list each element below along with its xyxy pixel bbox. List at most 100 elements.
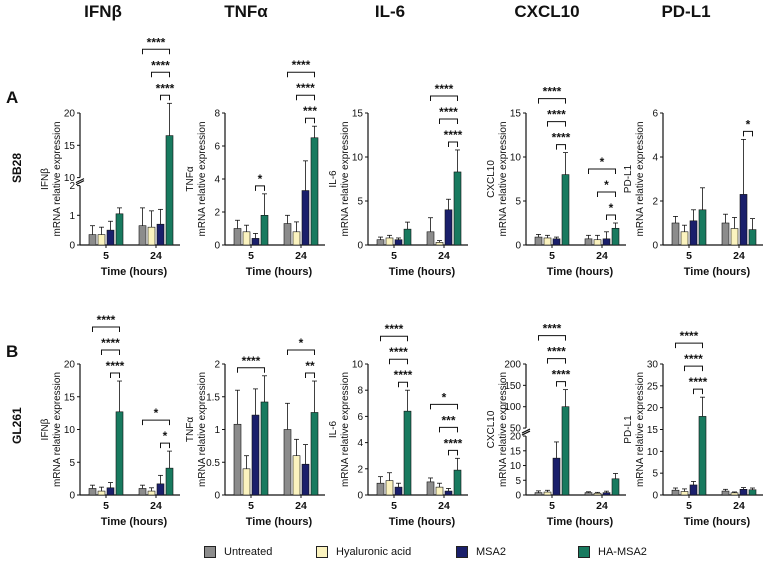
sb28-cxcl10-sig-24h-msa2-vs-ha-msa2-label: *	[609, 201, 614, 215]
gl261-cxcl10-bar-hyaluronic-acid-5h	[543, 491, 552, 496]
gl261-pd-l1-x-tick-label-5: 5	[686, 500, 692, 512]
sb28-tnf-y-tick-label-2: 4	[214, 175, 220, 186]
gl261-il-6-y-label: mRNA relative expression	[340, 372, 351, 487]
gl261-il-6-x-tick-label-24: 24	[438, 500, 450, 512]
sb28-cxcl10-sig-24h-untreated-vs-ha-msa2-label: *	[600, 155, 605, 169]
sb28-ifn-y-label: mRNA relative expression	[52, 121, 63, 236]
gl261-il-6-y-tick-label-3: 6	[357, 412, 363, 423]
sb28-ifn-bar-ha-msa2-24h	[165, 135, 174, 246]
sb28-ifn-y-tick-label-5: 20	[64, 109, 76, 120]
sb28-tnf-bar-msa2-24h	[301, 190, 310, 246]
sb28-tnf-y-tick-label-4: 8	[214, 109, 220, 120]
sb28-il-6-sig-24h-msa2-vs-ha-msa2-label: ****	[444, 128, 463, 142]
gl261-ifn-y-label: mRNA relative expression	[52, 372, 63, 487]
gl261-tnf-bar-ha-msa2-24h	[310, 412, 319, 496]
gl261-cxcl10-axis-break-mark-2	[521, 428, 531, 434]
gl261-ifn-sig-24h-untreated-vs-ha-msa2-bracket	[142, 419, 170, 426]
gl261-pd-l1-bar-untreated-5h	[671, 489, 680, 496]
sb28-tnf-sig-24h-msa2-vs-ha-msa2-bracket	[305, 117, 315, 124]
gene-header-pdl1: PD-L1	[661, 2, 711, 21]
legend-label-ha-msa2: HA-MSA2	[598, 546, 647, 558]
gl261-ifn-y-tick-label-1: 5	[69, 458, 75, 469]
gl261-ifn-bar-hyaluronic-acid-5h	[97, 490, 106, 496]
legend: Untreated Hyaluronic acid MSA2 HA-MSA2	[0, 546, 764, 564]
sb28-ifn-bar-hyaluronic-acid-24h	[147, 226, 156, 246]
gl261-pd-l1-y-tick-label-5: 25	[647, 381, 659, 392]
gl261-pd-l1-sig-5h-msa2-vs-ha-msa2-label: ****	[689, 375, 708, 389]
gl261-pd-l1-sig-5h-untreated-vs-ha-msa2-bracket	[675, 342, 703, 349]
gl261-tnf-y-tick-label-4: 2	[214, 360, 220, 371]
gl261-ifn-sig-5h-msa2-vs-ha-msa2-bracket	[110, 372, 120, 379]
sb28-il-6-bar-ha-msa2-24h	[453, 171, 462, 246]
sb28-tnf-bar-ha-msa2-24h	[310, 137, 319, 246]
sb28-cxcl10-bar-msa2-5h	[552, 238, 561, 246]
gl261-ifn-y-tick-label-3: 15	[64, 392, 76, 403]
sb28-il-6-x-label: Time (hours)	[389, 266, 456, 278]
gl261-cxcl10-x-tick-label-24: 24	[596, 500, 608, 512]
gl261-il-6-y-tick-label-4: 8	[357, 386, 363, 397]
sb28-tnf-x-label: Time (hours)	[246, 266, 313, 278]
sb28-tnf-bar-ha-msa2-5h	[260, 215, 269, 246]
sb28-il-6-y-label-gene: IL-6	[328, 170, 339, 188]
gl261-ifn-bar-ha-msa2-24h	[165, 467, 174, 496]
gl261-ifn-sig-5h-hyaluronic-acid-vs-ha-msa2-label: ****	[101, 336, 120, 350]
gl261-il-6-y-tick-label-1: 2	[357, 464, 363, 475]
sb28-tnf-sig-24h-hyaluronic-acid-vs-ha-msa2-label: ****	[296, 81, 315, 95]
gl261-tnf-y-label-gene: TNFα	[185, 417, 196, 442]
sb28-il-6-bar-untreated-5h	[376, 239, 385, 246]
sb28-pd-l1-y-tick-label-2: 4	[652, 153, 658, 164]
gl261-ifn-y-tick-label-4: 20	[64, 360, 76, 371]
gl261-cxcl10-y-tick-label-1: 5	[515, 476, 521, 487]
sb28-pd-l1-y-label: mRNA relative expression	[635, 121, 646, 236]
sb28-ifn-y-tick-label-0: 0	[69, 241, 75, 252]
gl261-tnf-sig-24h-msa2-vs-ha-msa2-bracket	[305, 372, 315, 379]
sb28-cxcl10-y-tick-label-2: 10	[510, 153, 522, 164]
gl261-il-6-bar-untreated-24h	[426, 481, 435, 496]
gl261-pd-l1-x-label: Time (hours)	[684, 516, 751, 528]
gl261-il-6-bar-hyaluronic-acid-5h	[385, 480, 394, 496]
gl261-tnf-bar-untreated-5h	[233, 423, 242, 496]
gene-header-tnfa: TNFα	[224, 2, 268, 21]
gene-header-il6: IL-6	[374, 2, 406, 21]
sb28-cxcl10-x-tick-label-5: 5	[549, 250, 555, 262]
gl261-tnf-bar-msa2-24h	[301, 463, 310, 496]
gl261-ifn-bar-untreated-24h	[138, 488, 147, 496]
sb28-il-6-sig-24h-hyaluronic-acid-vs-ha-msa2-bracket	[439, 118, 458, 124]
legend-label-hyaluronic-acid: Hyaluronic acid	[336, 546, 412, 558]
gl261-pd-l1-x-tick-label-24: 24	[733, 500, 745, 512]
gl261-il-6-bar-ha-msa2-5h	[403, 410, 412, 496]
sb28-pd-l1-bar-ha-msa2-24h	[748, 229, 757, 246]
gl261-cxcl10-y-tick-label-6: 100	[504, 402, 521, 413]
gl261-ifn-y-tick-label-2: 10	[64, 425, 76, 436]
sb28-il-6-bar-msa2-24h	[444, 209, 453, 246]
gl261-il-6-sig-5h-hyaluronic-acid-vs-ha-msa2-label: ****	[389, 345, 408, 359]
sb28-il-6-bar-msa2-5h	[394, 239, 403, 246]
legend-swatch-ha-msa2	[578, 546, 590, 558]
gl261-pd-l1-y-tick-label-3: 15	[647, 425, 659, 436]
gl261-ifn-sig-5h-untreated-vs-ha-msa2-label: ****	[97, 313, 116, 327]
sb28-cxcl10-x-label: Time (hours)	[547, 266, 614, 278]
sb28-cxcl10-y-tick-label-0: 0	[515, 241, 521, 252]
gl261-ifn-bar-msa2-24h	[156, 483, 165, 496]
sb28-pd-l1-bar-msa2-5h	[689, 220, 698, 246]
sb28-il-6-bar-untreated-24h	[426, 231, 435, 246]
sb28-ifn-sig-24h-untreated-vs-ha-msa2-bracket	[142, 48, 170, 55]
gl261-tnf-bar-hyaluronic-acid-5h	[242, 468, 251, 496]
gl261-tnf-y-tick-label-3: 1.5	[206, 392, 220, 403]
gl261-ifn-x-label: Time (hours)	[101, 516, 168, 528]
gl261-ifn-x-tick-label-5: 5	[103, 500, 109, 512]
sb28-ifn-y-tick-label-3: 10	[64, 173, 76, 184]
gl261-tnf-bar-ha-msa2-5h	[260, 401, 269, 496]
sb28-tnf-y-tick-label-3: 6	[214, 142, 220, 153]
gl261-tnf-x-tick-label-24: 24	[295, 500, 307, 512]
gl261-il-6-x-label: Time (hours)	[389, 516, 456, 528]
gl261-il-6-bar-msa2-5h	[394, 486, 403, 496]
sb28-il-6-bar-hyaluronic-acid-24h	[435, 242, 444, 246]
sb28-il-6-y-label: mRNA relative expression	[340, 121, 351, 236]
gl261-pd-l1-bar-msa2-5h	[689, 484, 698, 496]
legend-label-untreated: Untreated	[224, 546, 273, 558]
gl261-cxcl10-y-tick-label-8: 200	[504, 360, 521, 371]
sb28-il-6-x-tick-label-5: 5	[391, 250, 397, 262]
gl261-cxcl10-sig-5h-untreated-vs-ha-msa2-bracket	[538, 335, 566, 341]
legend-item-ha-msa2: HA-MSA2	[578, 546, 647, 558]
